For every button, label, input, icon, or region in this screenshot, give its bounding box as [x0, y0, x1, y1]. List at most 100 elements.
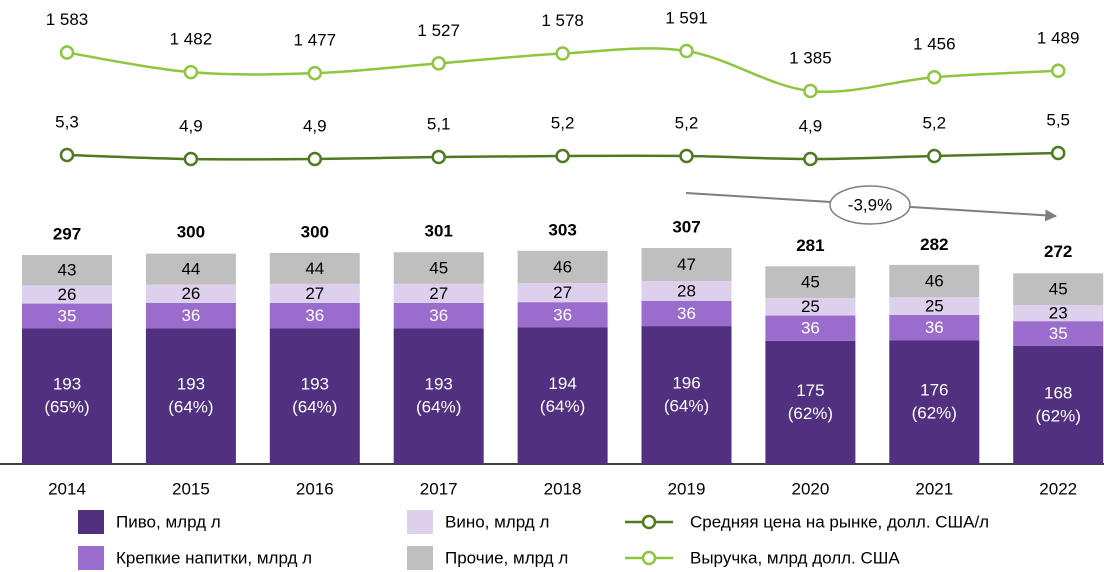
bar-segment: [22, 303, 112, 329]
x-tick-label: 2016: [296, 479, 334, 498]
line-label: 5,2: [675, 113, 699, 132]
share-label: (64%): [292, 398, 337, 417]
bar-label: 36: [181, 306, 200, 325]
bar-label: 27: [553, 283, 572, 302]
bar-segment: [889, 340, 980, 464]
line-label: 1 527: [417, 21, 460, 40]
bar-segment: [269, 252, 360, 284]
bar-segment: [269, 283, 360, 303]
legend-label: Выручка, млрд долл. США: [690, 548, 900, 567]
share-label: (62%): [1036, 406, 1081, 425]
line-point: [431, 149, 446, 165]
bar-label: 46: [925, 272, 944, 291]
bar-label: 36: [801, 319, 820, 338]
x-tick-label: 2019: [668, 479, 706, 498]
line-point: [555, 148, 570, 164]
legend-label: Средняя цена на рынке, долл. США/л: [690, 512, 989, 531]
line-point: [307, 65, 323, 81]
bar-segment: [269, 302, 360, 329]
x-tick-label: 2015: [172, 479, 210, 498]
bar-label: 25: [925, 297, 944, 316]
bar-label: 27: [305, 284, 324, 303]
total-label: 301: [425, 222, 453, 241]
line-label: 1 583: [46, 10, 89, 29]
legend-swatch: [78, 546, 104, 570]
bar-segment: [1013, 345, 1104, 464]
bar-label: 45: [1049, 280, 1068, 299]
share-label: (65%): [44, 398, 89, 417]
bar-segment: [765, 297, 856, 316]
legend-label: Прочие, млрд л: [445, 548, 568, 567]
legend-label: Вино, млрд л: [445, 512, 549, 531]
bar-segment: [22, 285, 112, 304]
x-tick-label: 2020: [791, 479, 829, 498]
share-label: (62%): [912, 404, 957, 423]
line-label: 1 385: [789, 48, 832, 67]
total-label: 300: [301, 222, 329, 241]
annotation-bubble: [829, 185, 911, 225]
bar-label: 45: [801, 273, 820, 292]
legend-label: Крепкие напитки, млрд л: [116, 548, 312, 567]
bar-segment: [1013, 273, 1104, 305]
bar-label: 44: [181, 260, 200, 279]
bar-label: 36: [429, 306, 448, 325]
line-point: [679, 43, 694, 59]
line-point: [803, 151, 818, 167]
annotation: -3,9%: [848, 195, 892, 214]
legend-swatch: [407, 510, 433, 534]
line-point: [555, 46, 570, 61]
line-point: [679, 148, 694, 164]
total-label: 303: [548, 220, 576, 239]
bar-label: 175: [796, 381, 824, 400]
bar-segment: [393, 302, 484, 329]
x-tick-label: 2021: [915, 479, 953, 498]
bar-label: 36: [553, 305, 572, 324]
bar-segment: [393, 283, 484, 303]
bar-segment: [517, 327, 608, 464]
bar-segment: [145, 253, 236, 285]
bar-label: 45: [429, 259, 448, 278]
share-label: (62%): [788, 404, 833, 423]
bar-label: 44: [305, 259, 324, 278]
bar-segment: [145, 302, 236, 329]
bar-label: 27: [429, 284, 448, 303]
bar-segment: [22, 328, 112, 464]
bar-segment: [641, 248, 732, 282]
line-label: 1 477: [294, 31, 337, 50]
bar-segment: [393, 252, 484, 284]
line-label: 5,3: [55, 112, 79, 131]
line-point: [59, 45, 75, 60]
bar-segment: [517, 302, 608, 328]
bar-label: 35: [1049, 324, 1068, 343]
line-label: 1 489: [1037, 28, 1080, 47]
bar-label: 36: [305, 306, 324, 325]
x-tick-label: 2014: [48, 479, 86, 498]
legend-swatch: [78, 510, 104, 534]
bar-label: 25: [801, 297, 820, 316]
line-point: [183, 151, 199, 167]
line-point: [1050, 63, 1066, 79]
bar-segment: [889, 297, 980, 315]
bar-label: 35: [58, 306, 77, 325]
bar-label: 23: [1049, 304, 1068, 323]
bar-label: 43: [58, 261, 77, 280]
bar-label: 36: [925, 318, 944, 337]
bar-segment: [1013, 304, 1104, 322]
line-label: 1 591: [665, 8, 708, 27]
line-label: 1 578: [541, 11, 584, 30]
legend-marker: [641, 550, 657, 566]
share-label: (64%): [664, 397, 709, 416]
line-point: [1050, 145, 1066, 161]
x-tick-label: 2017: [420, 479, 458, 498]
bar-segment: [517, 250, 608, 284]
line-point: [307, 151, 323, 167]
bar-segment: [641, 281, 732, 301]
line-label: 5,2: [922, 113, 946, 132]
bar-label: 194: [548, 374, 576, 393]
bar-label: 28: [677, 281, 696, 300]
total-label: 297: [53, 225, 81, 244]
line-point: [927, 148, 942, 164]
line-label: 5,5: [1046, 110, 1070, 129]
legend-marker: [641, 514, 657, 530]
